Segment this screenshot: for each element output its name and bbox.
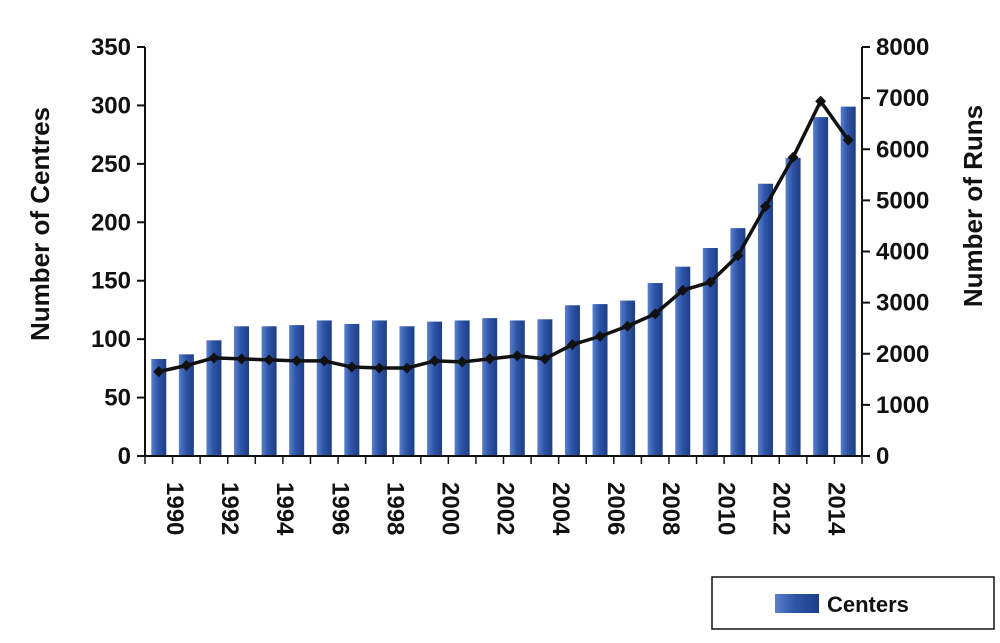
x-tick-label: 2000 xyxy=(437,482,464,535)
bar-centers-1999 xyxy=(399,326,415,456)
runs-marker-1994 xyxy=(263,354,275,366)
axes-layer xyxy=(137,46,870,464)
x-tick-label: 1990 xyxy=(161,482,188,535)
runs-marker-2013 xyxy=(787,151,799,163)
y-left-tick-label: 150 xyxy=(91,268,131,295)
bar-centers-2005 xyxy=(564,305,580,456)
x-tick-label: 1992 xyxy=(216,482,243,535)
bar-centers-2014 xyxy=(813,117,829,457)
runs-marker-1991 xyxy=(180,360,192,372)
y-right-axis-title: Number of Runs xyxy=(958,105,988,307)
bar-centers-1992 xyxy=(206,340,222,456)
y-left-tick-label: 0 xyxy=(118,443,131,470)
tick-labels-layer: 0 50 100 150 200 250 300 350 0 1000 2000 3000 4000 50… xyxy=(91,34,929,536)
x-tick-label: 2014 xyxy=(823,482,850,536)
y-left-tick-label: 250 xyxy=(91,151,131,178)
bar-centers-1997 xyxy=(344,323,360,456)
runs-marker-2010 xyxy=(704,276,716,288)
legend-swatch-centers xyxy=(775,594,819,613)
bar-centers-1994 xyxy=(261,326,277,456)
legend-box xyxy=(711,576,995,630)
bar-centers-1991 xyxy=(178,354,194,456)
runs-marker-2006 xyxy=(594,330,606,342)
bar-centers-2000 xyxy=(427,321,443,456)
runs-marker-1993 xyxy=(236,353,248,365)
y-right-tick-label: 1000 xyxy=(876,392,929,419)
y-right-tick-label: 5000 xyxy=(876,187,929,214)
runs-marker-1990 xyxy=(153,366,165,378)
y-right-tick-label: 6000 xyxy=(876,136,929,163)
bar-centers-2001 xyxy=(454,320,470,456)
runs-marker-1995 xyxy=(291,355,303,367)
y-right-tick-label: 7000 xyxy=(876,85,929,112)
x-tick-label: 2010 xyxy=(712,482,739,535)
runs-marker-2007 xyxy=(622,320,634,332)
runs-marker-2009 xyxy=(677,284,689,296)
runs-marker-2001 xyxy=(456,356,468,368)
runs-marker-2005 xyxy=(566,339,578,351)
bar-centers-2012 xyxy=(757,183,773,456)
y-right-tick-label: 3000 xyxy=(876,290,929,317)
y-left-axis-title: Number of Centres xyxy=(25,107,55,341)
bars-layer xyxy=(151,106,856,457)
legend: Centers xyxy=(711,576,995,630)
bar-centers-2003 xyxy=(509,320,525,456)
x-tick-label: 2008 xyxy=(657,482,684,535)
bar-centers-1998 xyxy=(371,320,387,456)
runs-line-layer xyxy=(153,95,854,378)
runs-marker-2015 xyxy=(842,134,854,146)
runs-marker-1998 xyxy=(373,362,385,374)
bar-centers-2013 xyxy=(785,158,801,456)
runs-marker-2002 xyxy=(484,353,496,365)
runs-marker-2008 xyxy=(649,308,661,320)
bar-centers-2015 xyxy=(840,106,856,456)
bar-centers-2011 xyxy=(730,228,746,456)
y-left-tick-label: 100 xyxy=(91,326,131,353)
runs-marker-1992 xyxy=(208,352,220,364)
runs-marker-2003 xyxy=(511,350,523,362)
bar-centers-2002 xyxy=(482,318,498,456)
bar-centers-1996 xyxy=(316,320,332,456)
bar-centers-1993 xyxy=(234,326,250,456)
bar-centers-2009 xyxy=(675,266,691,456)
runs-marker-2011 xyxy=(732,250,744,262)
y-right-tick-label: 4000 xyxy=(876,239,929,266)
x-tick-label: 1996 xyxy=(326,482,353,535)
runs-marker-2014 xyxy=(815,95,827,107)
bar-centers-2010 xyxy=(702,247,718,456)
runs-marker-2012 xyxy=(759,201,771,213)
y-left-tick-label: 50 xyxy=(104,385,131,412)
x-tick-label: 2002 xyxy=(492,482,519,535)
runs-marker-2000 xyxy=(429,355,441,367)
bar-centers-2007 xyxy=(620,300,636,456)
x-tick-label: 1998 xyxy=(381,482,408,535)
x-tick-label: 2006 xyxy=(602,482,629,535)
runs-marker-1999 xyxy=(401,362,413,374)
y-left-tick-label: 200 xyxy=(91,209,131,236)
y-left-tick-label: 350 xyxy=(91,34,131,61)
x-tick-label: 1994 xyxy=(271,482,298,536)
bar-centers-2008 xyxy=(647,283,663,456)
runs-marker-1997 xyxy=(346,361,358,373)
bar-centers-1995 xyxy=(289,325,305,456)
y-right-tick-label: 8000 xyxy=(876,34,929,61)
y-left-tick-label: 300 xyxy=(91,92,131,119)
bar-centers-2006 xyxy=(592,304,608,456)
x-tick-label: 2004 xyxy=(547,482,574,536)
bar-centers-1990 xyxy=(151,359,167,456)
y-right-tick-label: 2000 xyxy=(876,341,929,368)
runs-marker-2004 xyxy=(539,353,551,365)
y-right-tick-label: 0 xyxy=(876,443,889,470)
legend-label-centers: Centers xyxy=(827,592,909,617)
bar-centers-2004 xyxy=(537,319,553,456)
x-tick-label: 2012 xyxy=(767,482,794,535)
runs-marker-1996 xyxy=(318,355,330,367)
